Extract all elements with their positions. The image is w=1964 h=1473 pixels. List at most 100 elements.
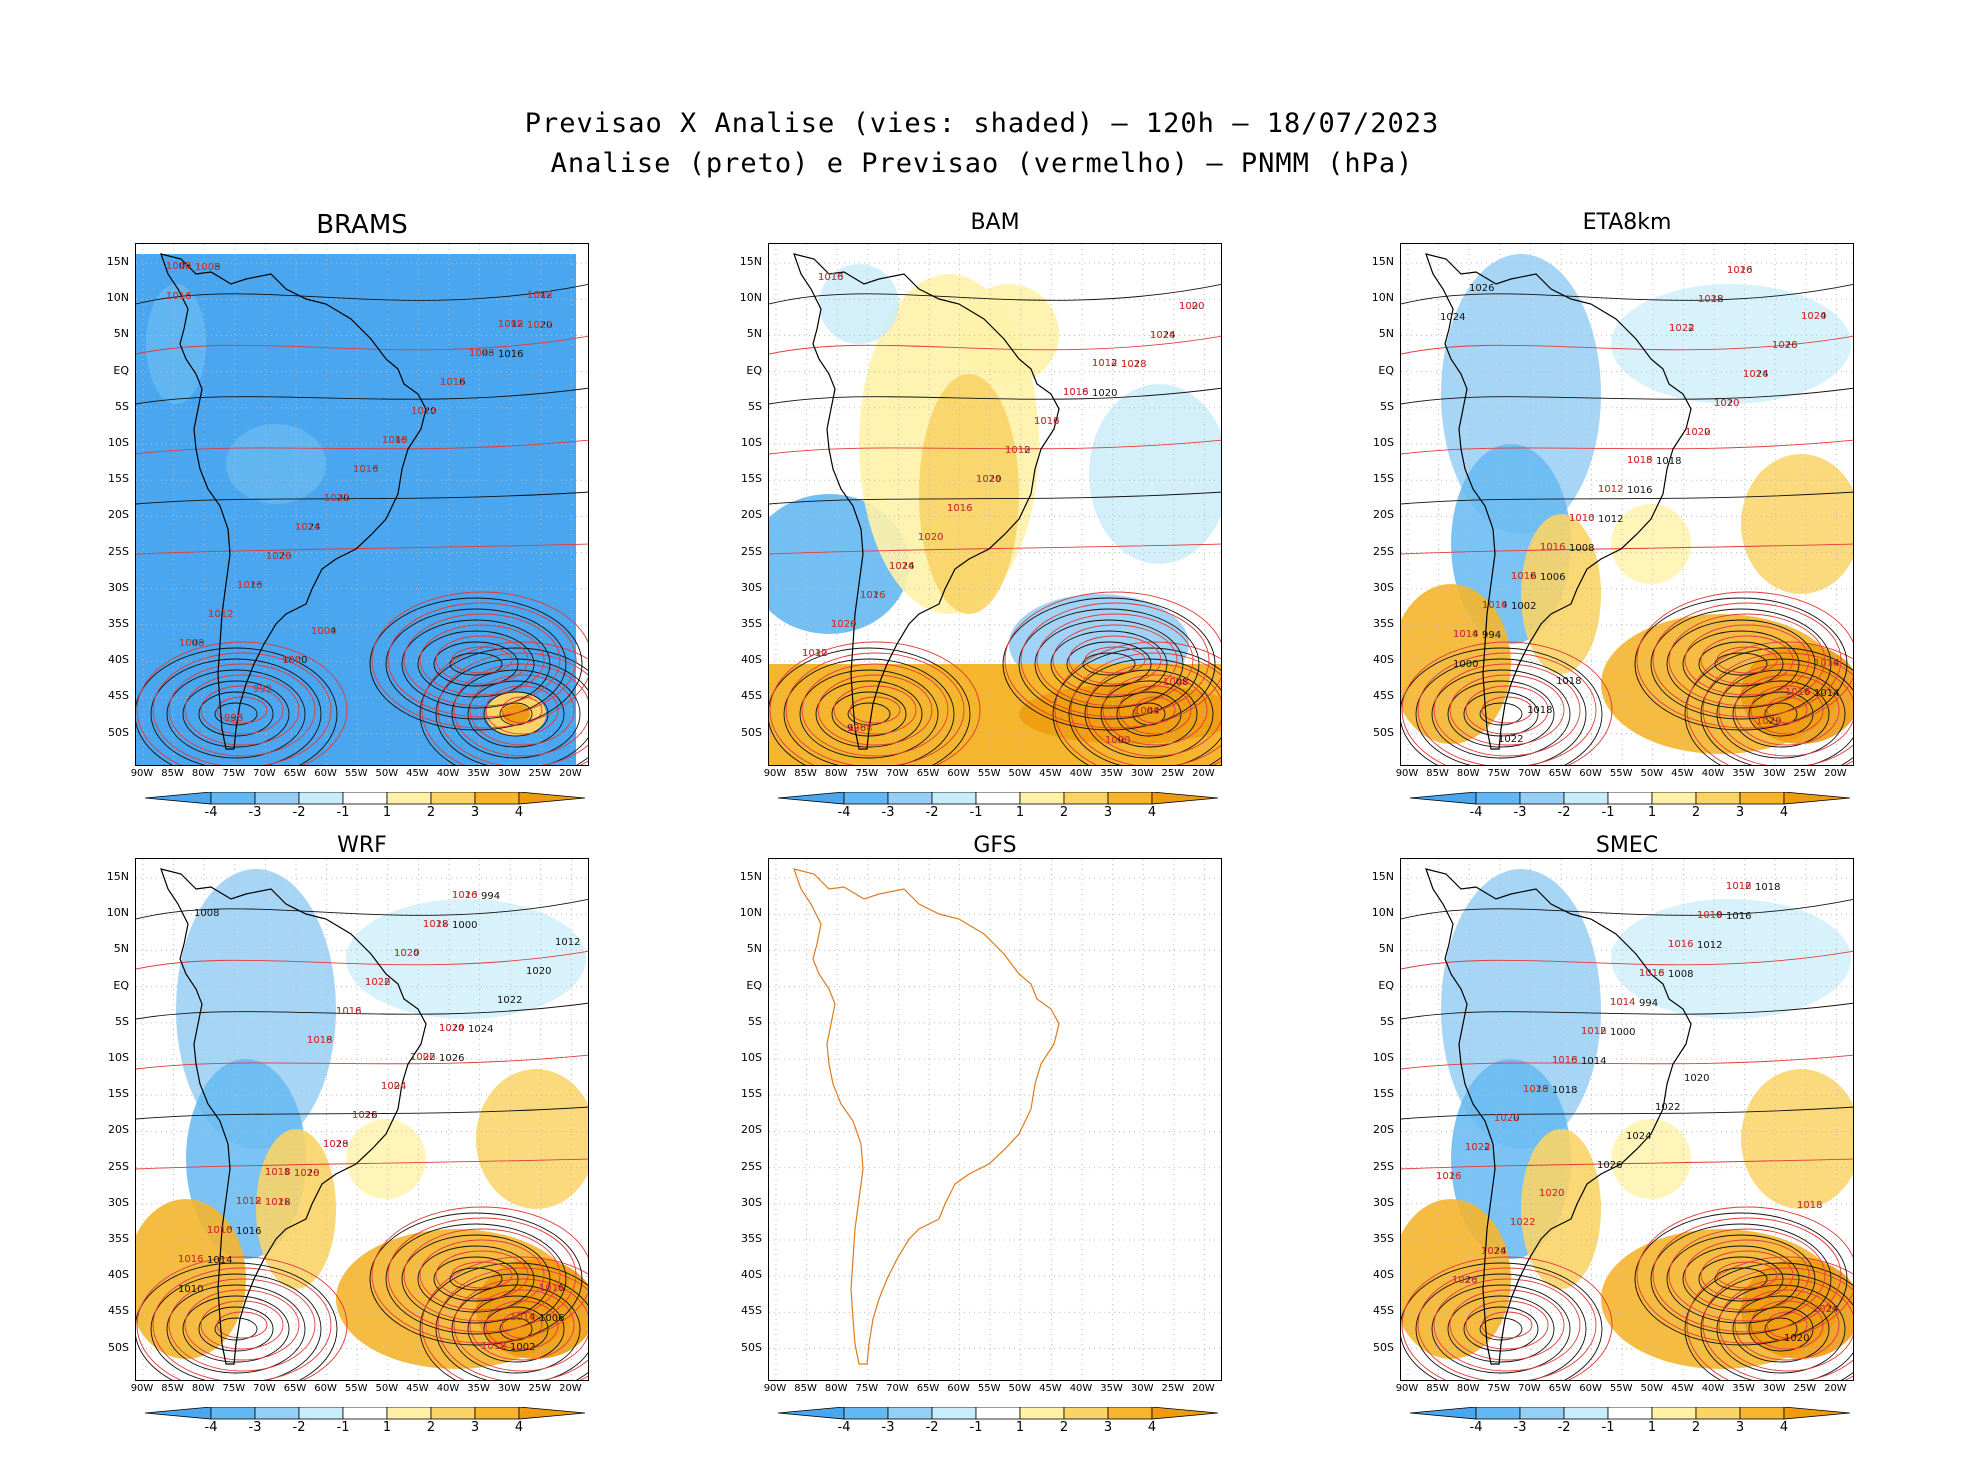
- isobar-analysis: [214, 1317, 258, 1341]
- isobar-analysis: [136, 387, 588, 405]
- isobar-forecast: [1417, 652, 1597, 765]
- isobar-label-analysis: 1010: [1569, 513, 1594, 524]
- isobar-label-analysis: 1016: [1668, 939, 1693, 950]
- isobar-forecast: [435, 1250, 529, 1300]
- colorbar-segment: [1475, 1406, 1521, 1420]
- isobar-label-analysis: 1008: [179, 638, 204, 649]
- isobar-label-analysis: 1020: [831, 619, 856, 630]
- colorbar-tick-label: 3: [1103, 805, 1113, 820]
- isobar-label-analysis: 1016: [1511, 571, 1536, 582]
- colorbar-segment: [430, 1406, 476, 1420]
- y-tick-label: 25S: [741, 544, 762, 558]
- isobar-forecast: [1734, 1289, 1840, 1361]
- x-tick-label: 55W: [344, 768, 368, 779]
- isobar-label-forecast: 1008: [527, 290, 552, 301]
- colorbar-tick-label: 1: [1015, 805, 1025, 820]
- colorbar-segment: [1739, 1406, 1785, 1420]
- isobar-analysis: [136, 898, 588, 920]
- y-tick-label: EQ: [113, 978, 129, 992]
- isobar-label-forecast: 1020: [1539, 1188, 1564, 1199]
- bias-patch: [146, 284, 206, 404]
- isobar-label-analysis: 1020: [1714, 398, 1739, 409]
- isobar-label-analysis: 1022: [365, 977, 390, 988]
- isobar-label-forecast: 1010: [323, 1139, 348, 1150]
- colorbar-segment: [298, 791, 344, 805]
- isobar-label-forecast: 1010: [166, 291, 191, 302]
- bias-patch: [1611, 504, 1691, 584]
- x-tick-label: 90W: [1395, 768, 1419, 779]
- colorbar-segment: [1563, 791, 1609, 805]
- colorbar-segment: [144, 1406, 212, 1420]
- isobar-label-forecast: 1024: [1669, 323, 1694, 334]
- isobar-label-forecast: 1018: [294, 1168, 319, 1179]
- isobar-forecast: [1070, 652, 1221, 765]
- isobar-label-analysis: 1016: [1063, 387, 1088, 398]
- x-tick-label: 65W: [916, 1383, 940, 1394]
- isobar-label-forecast: 1026: [860, 590, 885, 601]
- isobar-label-analysis: 994: [481, 891, 500, 902]
- isobar-label-forecast: 1016: [295, 522, 320, 533]
- colorbar-segment: [1607, 791, 1653, 805]
- isobar-forecast: [200, 1300, 284, 1350]
- isobar-forecast: [371, 1206, 588, 1344]
- isobar-analysis: [435, 658, 588, 765]
- isobar-label-forecast: 1012: [1511, 571, 1536, 582]
- colorbar-segment: [1651, 791, 1697, 805]
- colorbar-segment: [1107, 791, 1153, 805]
- y-tick-label: 10N: [106, 906, 129, 920]
- isobar-forecast: [1766, 1311, 1808, 1339]
- isobar-label-forecast: 1014: [411, 406, 436, 417]
- isobar-forecast: [451, 646, 513, 674]
- y-tick-label: 30S: [1373, 580, 1394, 594]
- isobar-label-analysis: 1016: [860, 590, 885, 601]
- x-tick-label: 45W: [406, 768, 429, 779]
- colorbar-segment: [1519, 791, 1565, 805]
- isobar-forecast: [1052, 624, 1178, 696]
- isobar-forecast: [419, 1239, 545, 1311]
- isobar-label-forecast: 1026: [1436, 1171, 1461, 1182]
- isobar-label-analysis: 1020: [1092, 388, 1117, 399]
- isobar-label-analysis: 1016: [498, 349, 523, 360]
- y-tick-label: 5N: [1378, 327, 1394, 341]
- isobar-label-forecast: 1020: [1523, 1084, 1548, 1095]
- y-tick-label: EQ: [1378, 978, 1394, 992]
- isobar-forecast: [1401, 543, 1853, 555]
- isobar-label-analysis: 1008: [166, 261, 191, 272]
- colorbar-tick-label: 4: [1779, 805, 1789, 820]
- y-tick-label: 30S: [108, 1195, 129, 1209]
- colorbar-segment: [1563, 1406, 1609, 1420]
- isobar-analysis: [166, 669, 306, 759]
- isobar-label-analysis: 1022: [497, 995, 522, 1006]
- colorbar-segment: [1475, 791, 1521, 805]
- isobar-forecast: [1668, 1228, 1826, 1322]
- colorbar-segment: [474, 791, 520, 805]
- x-tick-label: 55W: [977, 1383, 1001, 1394]
- colorbar-segment: [1783, 791, 1851, 805]
- isobar-forecast: [1086, 663, 1221, 757]
- isobar-forecast: [1700, 635, 1794, 685]
- isobar-forecast: [168, 663, 316, 757]
- y-tick-label: 35S: [108, 1232, 129, 1245]
- colorbar-tick-label: 2: [1059, 1420, 1069, 1435]
- isobar-label-analysis: 1016: [1785, 687, 1810, 698]
- isobar-analysis: [449, 652, 503, 676]
- colorbar: -4 -3 -2 -1 1 2 3 4: [144, 1406, 586, 1443]
- x-tick-label: 20W: [1192, 1383, 1215, 1394]
- x-tick-label: 20W: [559, 1383, 582, 1394]
- x-tick-label: 25W: [1161, 768, 1185, 779]
- isobar-analysis: [1002, 597, 1216, 731]
- isobar-forecast: [419, 624, 545, 696]
- isobar-label-forecast: 1014: [1697, 910, 1722, 921]
- colorbar-segment: [298, 1406, 344, 1420]
- colorbar-segment: [1651, 1406, 1697, 1420]
- isobar-forecast: [136, 1256, 348, 1380]
- isobar-label-forecast: 1000: [195, 262, 220, 273]
- colorbar-segment: [843, 1406, 889, 1420]
- isobar-label-analysis: 1008: [469, 348, 494, 359]
- isobar-analysis: [385, 1223, 567, 1335]
- colorbar-tick-label: -2: [292, 1420, 306, 1435]
- south-america-coastline: [1425, 253, 1692, 750]
- colorbar-tick-label: 1: [1647, 1420, 1657, 1435]
- isobar-forecast: [136, 1158, 588, 1170]
- isobar-forecast: [1134, 696, 1176, 724]
